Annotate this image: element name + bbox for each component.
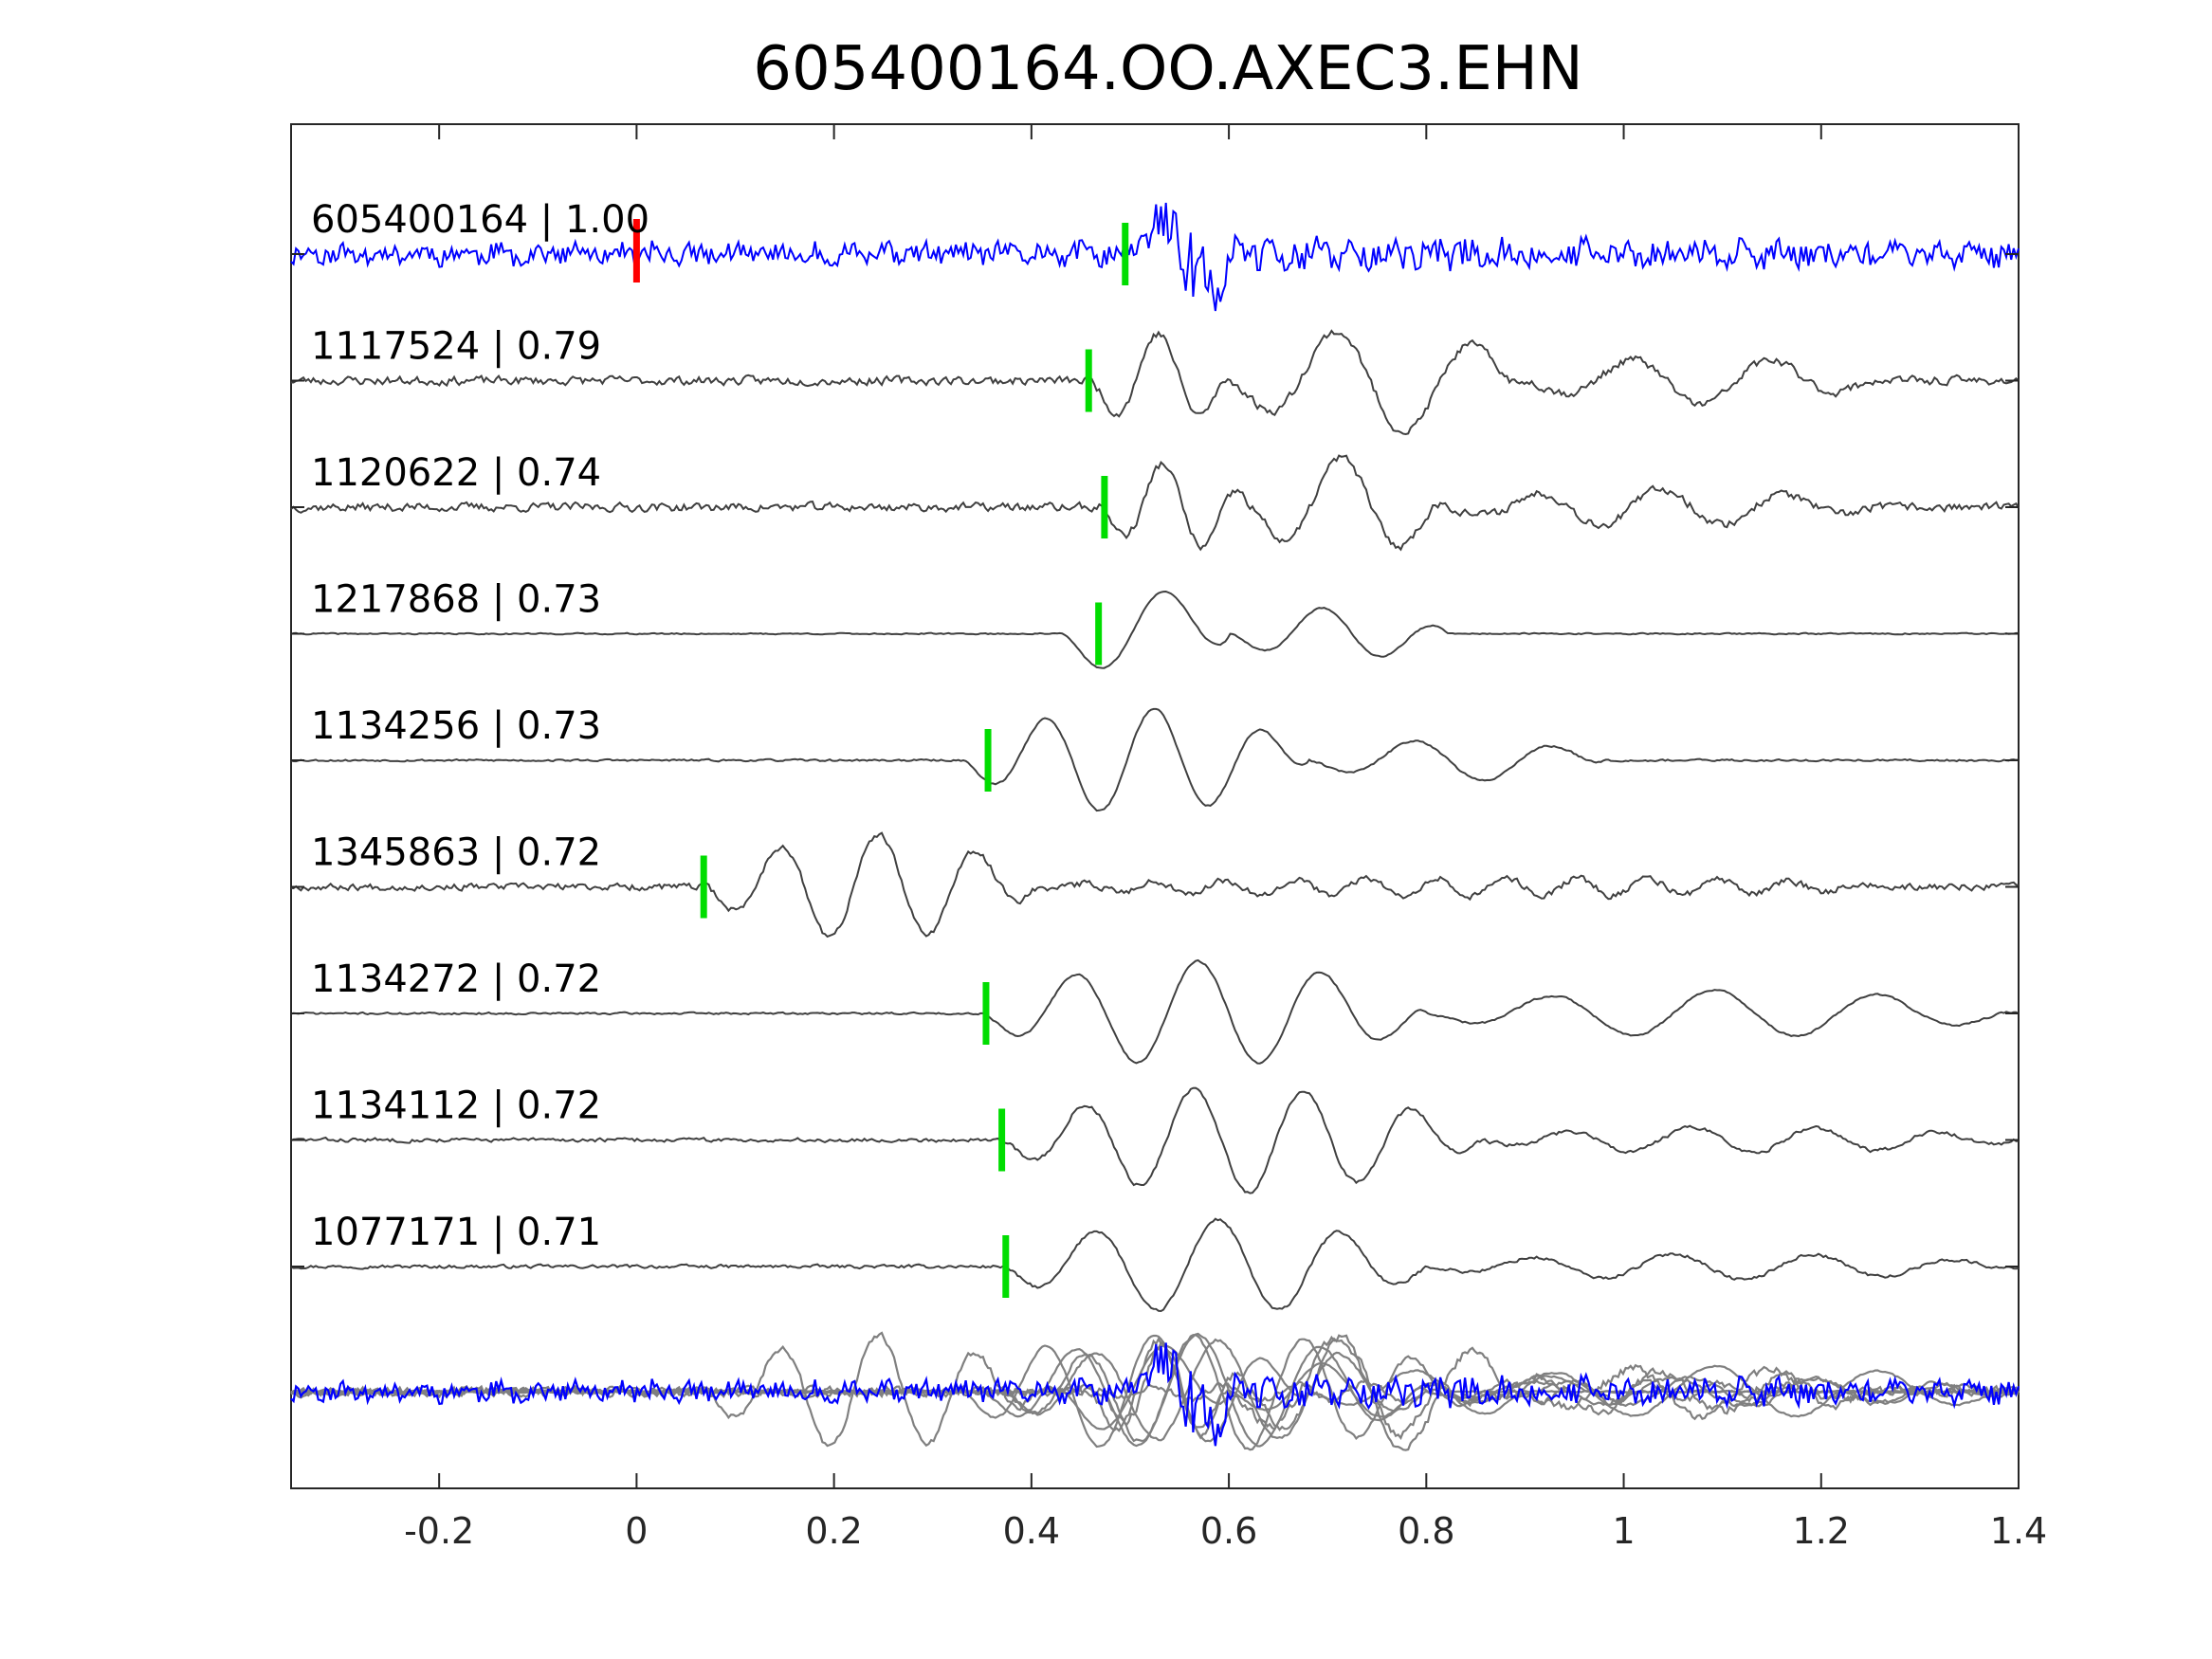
trace-label-1120622: 1120622 | 0.74 [311, 451, 601, 495]
trace-label-1134112: 1134112 | 0.72 [311, 1085, 601, 1128]
chart-title: 605400164.OO.AXEC3.EHN [753, 34, 1583, 104]
x-axis: -0.2 0 0.2 0.4 0.6 0.8 1 1.2 1.4 [404, 124, 2047, 1552]
trace-1217868 [290, 590, 2019, 669]
x-tick-label-4: 0.6 [1200, 1510, 1257, 1552]
trace-1134112 [290, 1086, 2019, 1194]
trace-605400164 [290, 202, 2020, 312]
plot-area-frame [290, 123, 2020, 1489]
x-tick-label-5: 0.8 [1398, 1510, 1454, 1552]
trace-label-1217868: 1217868 | 0.73 [311, 578, 601, 622]
trace-label-1117524: 1117524 | 0.79 [311, 325, 601, 369]
x-tick-label-6: 1 [1612, 1510, 1635, 1552]
x-tick-label-2: 0.2 [805, 1510, 862, 1552]
x-tick-label-1: 0 [625, 1510, 648, 1552]
stack-trace-1077171 [290, 1338, 2020, 1442]
trace-1345863 [290, 831, 2020, 939]
trace-label-1077171: 1077171 | 0.71 [311, 1211, 601, 1254]
stack-trace-605400164 [290, 1342, 2020, 1447]
trace-1117524 [291, 329, 2020, 436]
traces-layer [290, 202, 2020, 1451]
trace-label-1134272: 1134272 | 0.72 [311, 957, 601, 1001]
trace-labels-layer: 605400164 | 1.00 1117524 | 0.79 1120622 | … [311, 198, 649, 1254]
trace-1077171 [290, 1217, 2020, 1313]
picks-layer [632, 219, 1129, 1298]
trace-label-605400164: 605400164 | 1.00 [311, 198, 649, 242]
x-tick-label-7: 1.2 [1793, 1510, 1850, 1552]
x-tick-label-8: 1.4 [1990, 1510, 2047, 1552]
trace-1120622 [290, 454, 2020, 552]
trace-1134256 [290, 707, 2020, 812]
x-tick-label-3: 0.4 [1003, 1510, 1060, 1552]
x-tick-label-0: -0.2 [404, 1510, 474, 1552]
trace-label-1345863: 1345863 | 0.72 [311, 831, 601, 875]
trace-label-1134256: 1134256 | 0.73 [311, 704, 601, 748]
trace-1134272 [290, 958, 2020, 1065]
